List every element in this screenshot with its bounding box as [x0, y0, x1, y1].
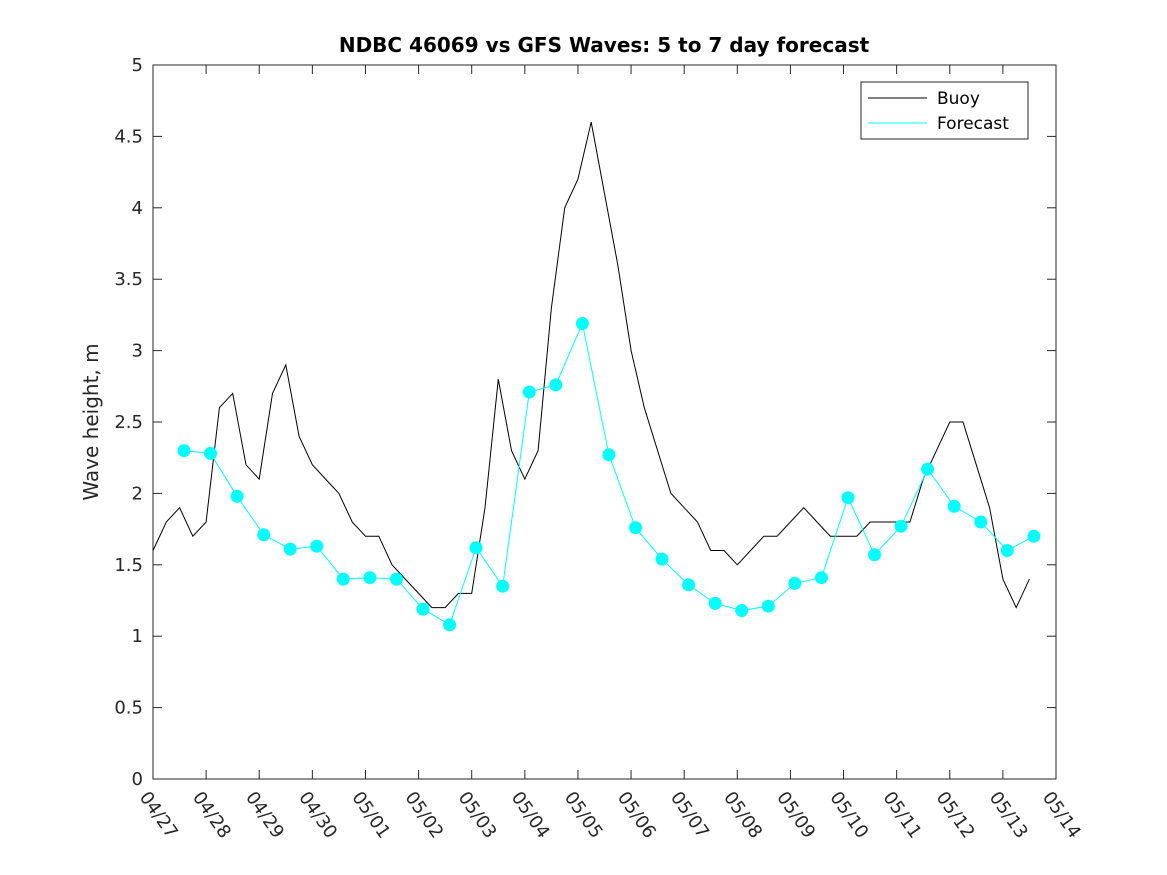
forecast-point: [1000, 544, 1014, 557]
y-tick-label: 5: [132, 55, 143, 76]
y-tick-label: 4: [132, 198, 143, 219]
axes-box: [152, 64, 1057, 780]
y-axis-ticks: 0 0.5 1 1.5 2 2.5 3 3.5 4 4.5 5: [114, 55, 1056, 790]
y-tick-label: 3.5: [114, 269, 143, 290]
forecast-point: [177, 444, 191, 458]
forecast-point: [814, 571, 828, 585]
y-tick-label: 3: [132, 341, 143, 362]
y-tick-label: 0.5: [114, 698, 143, 719]
y-tick-label: 1: [132, 626, 143, 647]
forecast-point: [894, 519, 908, 533]
forecast-point: [921, 462, 935, 476]
forecast-point: [283, 542, 297, 556]
forecast-point: [682, 578, 696, 592]
forecast-point: [469, 541, 483, 555]
forecast-point: [841, 491, 855, 505]
forecast-point: [708, 596, 722, 610]
legend-box: [860, 81, 1029, 140]
y-tick-label: 0: [132, 769, 143, 790]
forecast-point: [1027, 529, 1041, 543]
forecast-point: [336, 572, 350, 586]
legend-buoy-label: Buoy: [937, 89, 980, 109]
forecast-point: [974, 515, 988, 529]
legend: Buoy Forecast: [860, 81, 1029, 140]
forecast-series: [177, 317, 1041, 632]
y-axis-label: Wave height, m: [79, 343, 103, 500]
forecast-point: [230, 489, 244, 503]
forecast-point: [443, 618, 457, 632]
buoy-line: [152, 121, 1030, 609]
forecast-point: [602, 448, 616, 462]
forecast-point: [204, 446, 217, 460]
forecast-point: [575, 317, 589, 330]
buoy-series: [152, 121, 1030, 609]
forecast-point: [416, 602, 430, 616]
forecast-point: [629, 521, 642, 535]
y-tick-label: 2: [132, 483, 143, 504]
forecast-point: [522, 385, 536, 399]
y-tick-label: 4.5: [114, 126, 143, 147]
forecast-point: [549, 378, 563, 392]
chart-title: NDBC 46069 vs GFS Waves: 5 to 7 day fore…: [339, 33, 870, 57]
forecast-point: [735, 604, 749, 617]
forecast-point: [390, 572, 403, 586]
forecast-point: [310, 539, 324, 553]
legend-forecast-label: Forecast: [937, 114, 1009, 134]
forecast-point: [496, 579, 510, 593]
forecast-point: [655, 552, 669, 566]
plot-area: 00.511.522.533.544.55 04/27 04/28 04/29 04/…: [114, 55, 1085, 842]
forecast-point: [761, 599, 775, 613]
forecast-point: [257, 528, 271, 542]
forecast-point: [947, 499, 961, 513]
y-tick-label: 1.5: [114, 555, 143, 576]
forecast-point: [363, 571, 377, 585]
forecast-point: [788, 576, 802, 590]
y-tick-label: 2.5: [114, 412, 143, 433]
forecast-point: [868, 548, 881, 562]
